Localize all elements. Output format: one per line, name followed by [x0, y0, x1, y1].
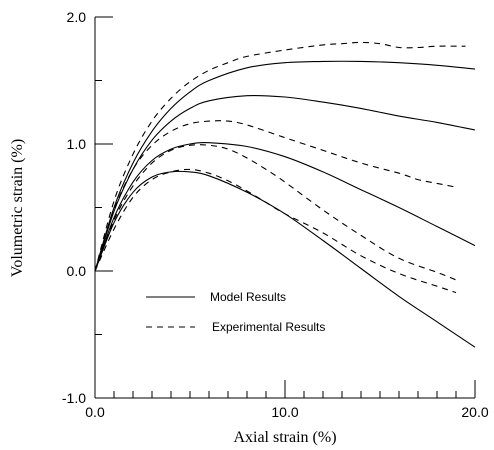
model-result-line-3 — [94, 142, 476, 272]
y-tick-label: 2.0 — [67, 9, 87, 25]
axes: 0.0 10.0 20.0-1.00.01.02.0 — [62, 9, 489, 420]
x-tick-label: 10.0 — [271, 404, 298, 420]
x-tick-label: 20.0 — [461, 404, 488, 420]
x-tick-label: 0.0 — [85, 404, 105, 420]
model-result-line-4 — [94, 170, 476, 348]
y-axis-title: Volumetric strain (%) — [9, 139, 26, 277]
model-result-line-2 — [94, 94, 476, 272]
legend: Model Results Experimental Results — [146, 290, 325, 334]
y-tick-label: 1.0 — [67, 136, 87, 152]
model-result-line-1 — [94, 60, 476, 272]
experimental-result-line-5 — [94, 41, 466, 272]
legend-model-label: Model Results — [210, 290, 286, 304]
experimental-result-line-8 — [94, 168, 457, 294]
x-axis-title: Axial strain (%) — [233, 429, 336, 446]
series-group — [94, 41, 476, 348]
y-tick-label: -1.0 — [62, 390, 86, 406]
y-tick-label: 0.0 — [67, 263, 87, 279]
experimental-result-line-6 — [94, 120, 457, 272]
legend-experimental-label: Experimental Results — [212, 320, 325, 334]
experimental-result-line-7 — [94, 144, 457, 281]
